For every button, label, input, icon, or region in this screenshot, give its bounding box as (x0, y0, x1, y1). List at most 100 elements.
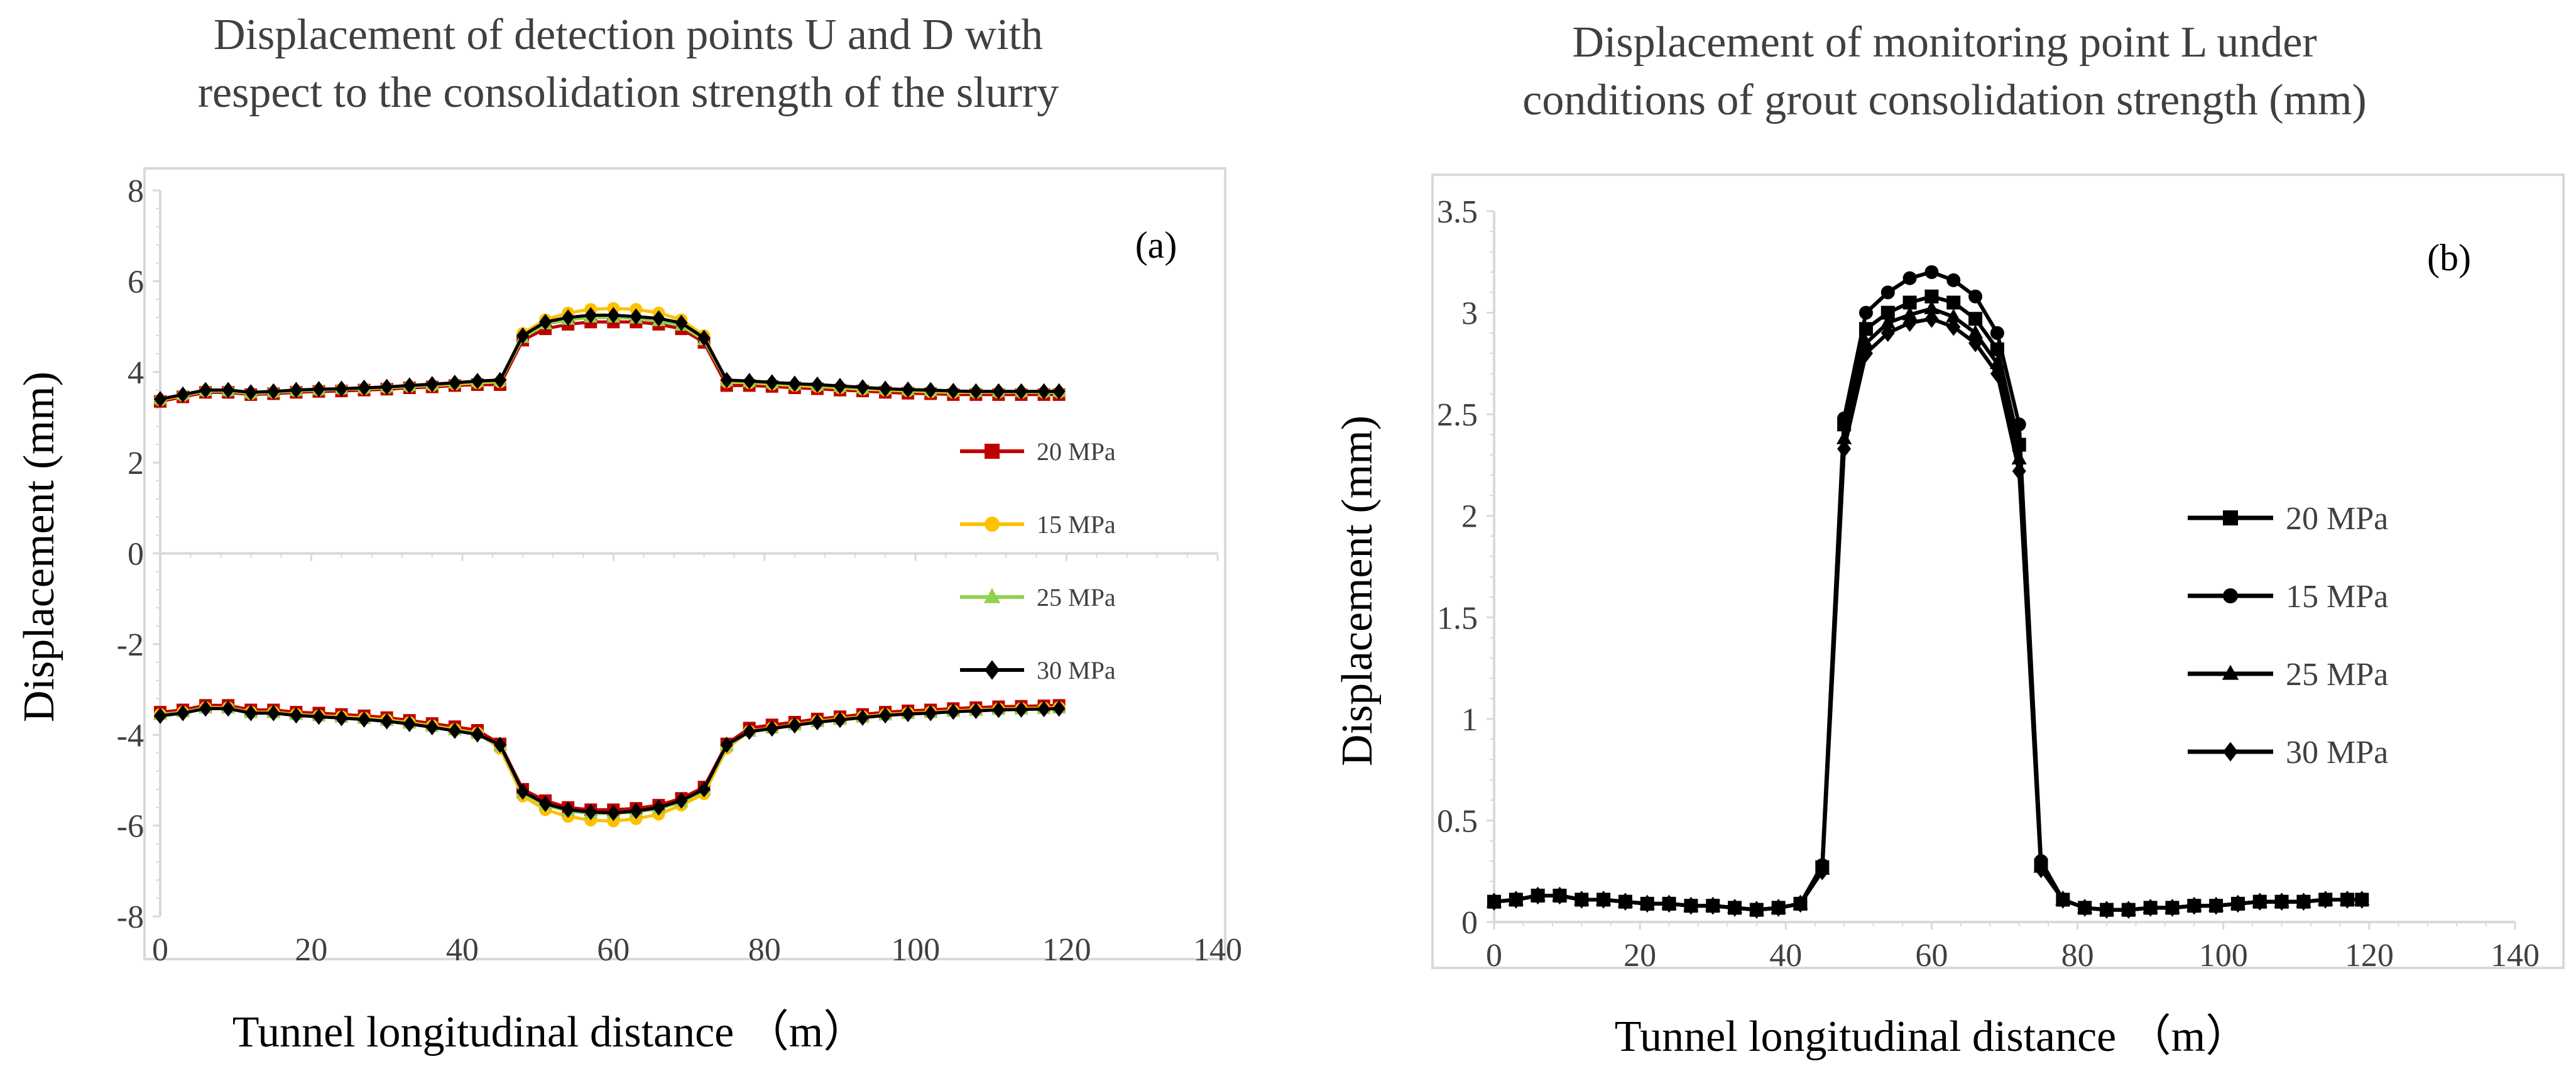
data-point (448, 375, 461, 392)
data-point (539, 795, 552, 812)
data-point (788, 717, 801, 734)
data-point (720, 737, 733, 754)
data-point (1728, 899, 1742, 917)
chart-b-x-tick-label: 40 (1769, 938, 1802, 974)
chart-a-series-30-mpa-d (154, 700, 1066, 821)
chart-a-y-tick-label: -4 (117, 718, 144, 754)
legend-marker (985, 660, 1000, 680)
data-point (969, 702, 983, 719)
data-point (675, 792, 688, 809)
chart-b-x-tick-label: 100 (2199, 938, 2248, 974)
data-point (1946, 308, 1962, 322)
chart-b-x-tick-label: 80 (2061, 938, 2094, 974)
data-point (2012, 462, 2026, 480)
data-point (1968, 334, 1983, 353)
data-point (1640, 894, 1654, 913)
chart-a-x-tick-label: 80 (748, 932, 781, 968)
data-point (2143, 899, 2158, 917)
data-point (471, 373, 484, 390)
data-point (2318, 891, 2333, 909)
data-point (902, 706, 915, 723)
data-point (1946, 273, 1961, 287)
data-point (380, 378, 393, 395)
data-point (448, 722, 461, 739)
legend-item: 25 MPa (960, 583, 1116, 612)
data-point (1967, 324, 1984, 339)
data-point (1990, 365, 2004, 383)
chart-a-series-30-mpa-u (154, 307, 1066, 408)
data-point (357, 380, 371, 397)
data-point (1880, 314, 1896, 329)
chart-b-legend: 20 MPa 15 MPa 25 MPa 30 MPa (2188, 501, 2388, 771)
data-point (1618, 892, 1632, 911)
data-point (177, 386, 190, 403)
data-point (1924, 265, 1939, 279)
chart-b-y-tick-label: 1 (1461, 702, 1478, 738)
data-point (199, 700, 212, 717)
data-point (493, 737, 506, 754)
data-point (2165, 899, 2180, 917)
data-point (992, 701, 1005, 718)
chart-a-x-tick-label: 120 (1042, 932, 1091, 968)
data-point (833, 711, 846, 728)
data-point (1015, 701, 1028, 718)
data-point (154, 391, 166, 408)
data-point (1553, 886, 1567, 905)
chart-b-series-20-mpa (1487, 289, 2369, 917)
data-point (1052, 700, 1066, 717)
data-point (222, 700, 235, 717)
data-point (2100, 901, 2114, 919)
data-point (2296, 892, 2311, 911)
data-point (471, 726, 484, 743)
data-point (584, 307, 598, 324)
chart-a-x-axis-label: Tunnel longitudinal distance （m） (232, 1008, 867, 1057)
chart-b-x-tick-label: 60 (1915, 938, 1948, 974)
legend-label: 15 MPa (1037, 510, 1116, 539)
data-point (924, 382, 937, 398)
data-point (1990, 326, 2004, 340)
chart-a-y-tick-label: 0 (128, 537, 144, 573)
chart-b-x-tick-label: 20 (1624, 938, 1656, 974)
data-point (743, 373, 756, 390)
data-point (335, 710, 348, 727)
chart-a-x-tick-label: 40 (446, 932, 479, 968)
data-point (2274, 892, 2289, 911)
chart-a-y-tick-label: 8 (128, 173, 144, 209)
chart-b-y-axis-label: Displacement (mm) (1333, 415, 1382, 766)
data-point (833, 378, 846, 395)
chart-a-x-tick-label: 100 (891, 932, 940, 968)
data-point (2230, 894, 2245, 913)
data-point (1684, 896, 1698, 915)
chart-a-y-tick-label: -8 (117, 899, 144, 935)
legend-label: 25 MPa (2286, 657, 2388, 693)
data-point (1924, 309, 1939, 328)
chart-b-series (1486, 265, 2370, 919)
data-point (720, 371, 733, 388)
data-point (2187, 896, 2202, 915)
data-point (1815, 862, 1830, 881)
chart-a-x-tick-label: 140 (1193, 932, 1242, 968)
data-point (1858, 344, 1873, 363)
series-line (1493, 317, 2362, 912)
chart-b-series-25-mpa (1486, 300, 2370, 916)
chart-b-x-tick-label: 120 (2345, 938, 2394, 974)
chart-b-plot-frame (1431, 173, 2565, 969)
chart-b-panel-label: (b) (2427, 237, 2471, 278)
data-point (992, 383, 1005, 400)
data-point (697, 329, 711, 346)
data-point (697, 781, 711, 798)
data-point (1902, 295, 1917, 310)
data-point (562, 309, 575, 326)
chart-a-x-tick-label: 0 (152, 932, 168, 968)
legend-label: 15 MPa (2286, 579, 2388, 615)
chart-a-y-tick-label: 2 (128, 446, 144, 481)
legend-label: 30 MPa (1037, 656, 1116, 684)
data-point (1052, 383, 1066, 400)
data-point (154, 707, 166, 724)
data-point (607, 307, 620, 324)
data-point (539, 314, 552, 331)
data-point (1880, 305, 1895, 320)
data-point (2340, 891, 2355, 909)
data-point (562, 801, 575, 818)
data-point (1015, 383, 1028, 400)
